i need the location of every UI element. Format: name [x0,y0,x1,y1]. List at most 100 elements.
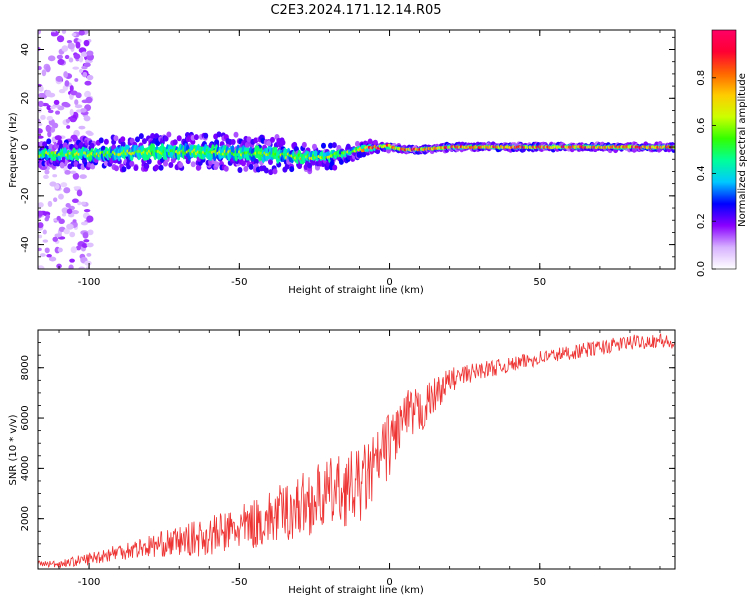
heatmap-cell [38,135,44,139]
heatmap-cell [38,265,45,269]
heatmap-cell [43,174,49,180]
heatmap-cell [38,234,43,239]
heatmap-cell [50,32,56,37]
heatmap-cell [79,174,87,179]
spectrogram-heatmap [38,30,675,269]
heatmap-cell [55,75,63,82]
colorbar-label: Normalized spectral amplitude [737,73,748,227]
heatmap-cell [75,245,82,251]
heatmap-cell [68,264,74,269]
heatmap-cell [176,135,182,142]
heatmap-cell [40,114,46,120]
heatmap-cell [74,99,79,106]
heatmap-cell [38,202,44,208]
heatmap-cell [89,142,95,149]
heatmap-cell [47,109,54,114]
heatmap-cell [52,236,59,242]
heatmap-cell [65,118,71,124]
heatmap-cell [61,207,69,214]
snr-ytick-label: 6000 [20,405,31,430]
heatmap-cell [77,201,82,206]
heatmap-cell [69,85,74,92]
heatmap-cell [178,161,184,168]
heatmap-cell [155,140,161,147]
snr-xtick-label: -100 [78,577,101,588]
heatmap-cell [69,258,75,263]
heatmap-cell [214,161,220,168]
heatmap-cell [311,143,317,150]
heatmap-cell [54,135,62,141]
heatmap-cell [63,71,68,78]
heatmap-cell [46,138,52,145]
heatmap-cell [74,78,79,82]
heatmap-cell [73,186,82,190]
heatmap-cell [69,117,77,123]
heatmap-cell [269,136,275,143]
heatmap-cell [345,143,351,150]
heatmap-cell [63,228,70,235]
colorbar: 0.0 0.2 0.4 0.6 0.8 Normalized spectral ampl… [696,29,748,277]
heatmap-cell [86,242,94,248]
heatmap-cell [190,161,196,168]
heatmap-cell [38,210,44,217]
heatmap-cell [78,68,84,73]
heatmap-cell [45,125,52,133]
heatmap-cell [38,85,44,92]
heatmap-cell [61,213,67,217]
snr-xtick-label: -50 [231,577,247,588]
heatmap-cell [284,163,290,170]
heatmap-cell [69,108,74,116]
spectrogram-xlabel: Height of straight line (km) [288,285,424,296]
heatmap-cell [69,231,76,238]
heatmap-cell [367,138,373,145]
heatmap-cell [73,53,81,60]
heatmap-cell [66,208,73,215]
heatmap-cell [87,229,94,236]
heatmap-cell [62,142,68,149]
spectrogram-ytick-label: -20 [20,188,31,204]
heatmap-cell [268,169,274,176]
heatmap-cell [63,164,68,172]
heatmap-cell [230,139,236,146]
heatmap-cell [83,239,90,243]
heatmap-cell [48,256,57,262]
heatmap-cell [61,30,67,34]
heatmap-cell [69,170,77,175]
heatmap-cell [38,30,42,35]
heatmap-cell [154,164,160,171]
heatmap-cell [38,122,43,127]
heatmap-cell [320,142,326,149]
colorbar-tick-label: 0.2 [696,213,707,229]
heatmap-cell [71,33,77,37]
heatmap-cell [72,172,80,180]
heatmap-cell [246,136,252,143]
heatmap-cell [57,247,63,253]
heatmap-cell [64,80,70,87]
spectrogram-ytick-label: 0 [20,144,31,150]
heatmap-cell [38,247,42,252]
heatmap-cell [243,165,249,172]
heatmap-cell [233,131,239,138]
snr-xlabel: Height of straight line (km) [288,585,424,596]
heatmap-cell [75,41,81,49]
heatmap-cell [356,151,362,158]
heatmap-cell [63,102,71,108]
spectrogram-panel: -100 -50 0 50 -40 -20 0 20 40 Height of straight… [8,29,676,296]
heatmap-cell [82,231,89,239]
heatmap-cell [338,158,344,165]
spectrogram-ytick-label: -40 [20,236,31,252]
heatmap-cell [80,51,88,57]
heatmap-cell [53,99,60,105]
heatmap-cell [216,131,222,138]
heatmap-cell [82,71,88,78]
heatmap-cell [120,136,126,143]
heatmap-cell [168,162,174,169]
heatmap-cell [75,92,82,99]
heatmap-cell [214,139,220,146]
heatmap-cell [42,239,49,243]
heatmap-cell [51,122,59,129]
heatmap-cell [38,100,44,108]
spectrogram-xtick-label: -100 [78,277,101,288]
colorbar-tick-label: 0.4 [696,165,707,181]
figure-title: C2E3.2024.171.12.14.R05 [270,3,441,18]
